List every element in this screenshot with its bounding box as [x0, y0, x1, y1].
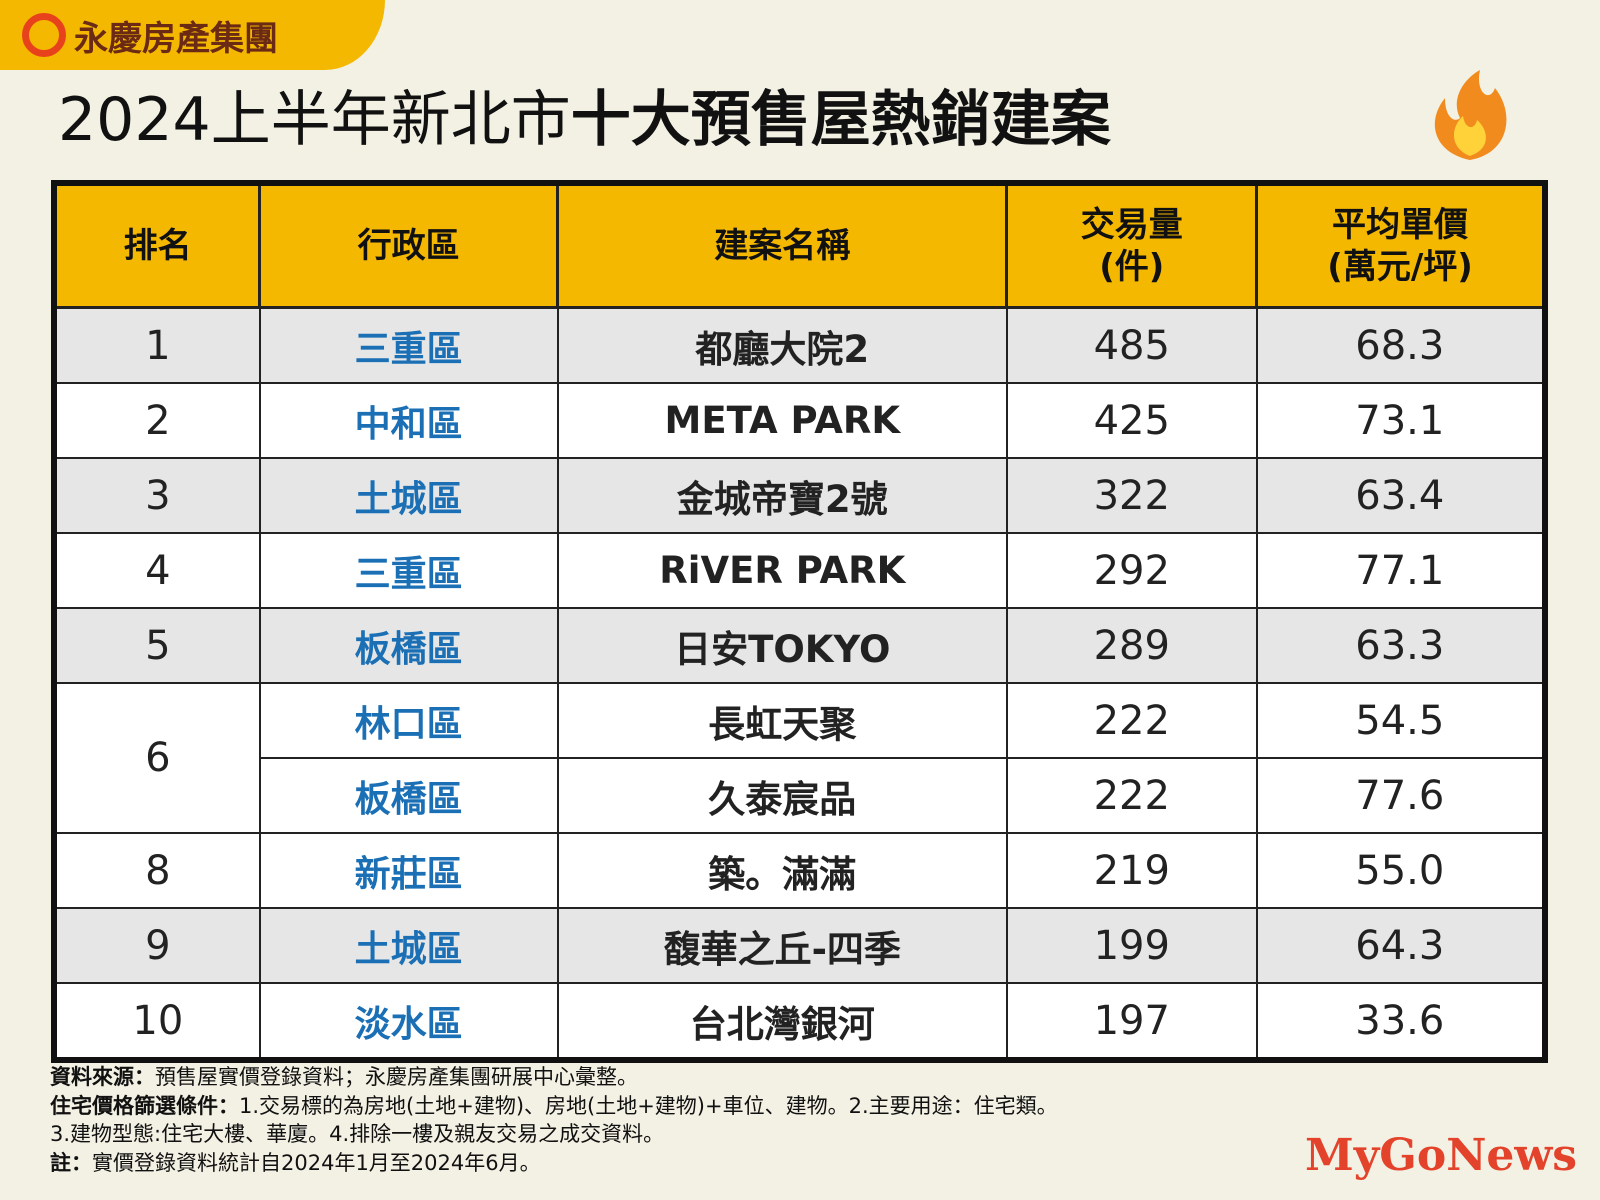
note-label: 資料來源： — [50, 1065, 155, 1089]
price-cell: 64.3 — [1255, 907, 1547, 984]
district-cell: 三重區 — [258, 532, 559, 609]
title: 2024上半年新北市十大預售屋熱銷建案 — [58, 80, 1111, 160]
volume-cell: 485 — [1005, 306, 1258, 384]
price-cell: 77.6 — [1255, 757, 1547, 834]
column-header: 交易量 (件) — [1005, 181, 1259, 309]
rank-cell: 4 — [53, 532, 261, 609]
volume-cell: 197 — [1005, 982, 1258, 1061]
table-row: 3 土城區 金城帝寶2號 322 63.4 — [53, 457, 1547, 534]
rank-cell: 8 — [53, 832, 261, 909]
district-cell: 林口區 — [258, 682, 559, 759]
price-cell: 55.0 — [1255, 832, 1547, 909]
price-cell: 54.5 — [1255, 682, 1547, 759]
volume-cell: 322 — [1005, 457, 1258, 534]
district-cell: 中和區 — [258, 382, 559, 459]
table-row: 5 板橋區 日安TOKYO 289 63.3 — [53, 607, 1547, 684]
header-line: 交易量 — [1080, 205, 1183, 245]
rank-cell: 6 — [53, 682, 261, 834]
note-line: 註：實價登錄資料統計自2024年1月至2024年6月。 — [50, 1149, 1058, 1178]
rank-cell: 9 — [53, 907, 261, 984]
district-cell: 板橋區 — [258, 607, 559, 684]
volume-cell: 222 — [1005, 682, 1258, 759]
table-row: 4 三重區 RiVER PARK 292 77.1 — [53, 532, 1547, 609]
rank-cell: 5 — [53, 607, 261, 684]
note-label: 註： — [50, 1150, 92, 1175]
table-row: 6 林口區 長虹天聚 222 54.5 — [53, 682, 1547, 834]
project-cell: META PARK — [556, 382, 1008, 459]
header-line: (萬元/坪) — [1327, 247, 1473, 287]
district-cell: 土城區 — [258, 907, 559, 984]
district-cell: 土城區 — [258, 457, 559, 534]
note-line: 3.建物型態:住宅大樓、華廈。4.排除一樓及親友交易之成交資料。 — [50, 1120, 1058, 1149]
brand-tab: 永慶房產集團 — [0, 0, 385, 70]
note-text: 實價登錄資料統計自2024年1月至2024年6月。 — [92, 1150, 541, 1175]
volume-cell: 222 — [1005, 757, 1258, 834]
district-cell: 板橋區 — [258, 757, 559, 834]
table-row: 8 新莊區 築。滿滿 219 55.0 — [53, 832, 1547, 909]
district-cell: 淡水區 — [258, 982, 559, 1061]
note-text: 3.建物型態:住宅大樓、華廈。4.排除一樓及親友交易之成交資料。 — [50, 1122, 665, 1146]
notes: 資料來源：預售屋實價登錄資料；永慶房產集團研展中心彙整。 住宅價格篩選條件：1.交… — [50, 1063, 1058, 1177]
price-cell: 73.1 — [1255, 382, 1547, 459]
header-line: 行政區 — [357, 226, 460, 266]
price-cell: 63.4 — [1255, 457, 1547, 534]
project-cell: 都廳大院2 — [556, 306, 1008, 384]
price-cell: 63.3 — [1255, 607, 1547, 684]
header-line: 排名 — [123, 226, 192, 266]
volume-cell: 292 — [1005, 532, 1258, 609]
header-line: 平均單價 — [1332, 205, 1469, 245]
column-header: 排名 — [52, 181, 262, 309]
note-label: 住宅價格篩選條件： — [50, 1093, 239, 1118]
volume-cell: 219 — [1005, 832, 1258, 909]
table-row: 9 土城區 馥華之丘-四季 199 64.3 — [53, 907, 1547, 984]
rank-cell: 1 — [53, 306, 261, 384]
table-row: 2 中和區 META PARK 425 73.1 — [53, 382, 1547, 459]
brand: 永慶房產集團 — [74, 18, 278, 59]
header-line: (件) — [1099, 247, 1165, 287]
table-row: 板橋區 久泰宸品 222 77.6 — [54, 757, 1547, 834]
note-line: 住宅價格篩選條件：1.交易標的為房地(土地+建物)、房地(土地+建物)+車位、建… — [50, 1092, 1058, 1121]
column-header: 平均單價 (萬元/坪) — [1255, 181, 1547, 309]
note-text: 預售屋實價登錄資料；永慶房產集團研展中心彙整。 — [155, 1065, 638, 1089]
note-line: 資料來源：預售屋實價登錄資料；永慶房產集團研展中心彙整。 — [50, 1063, 1058, 1092]
district-cell: 新莊區 — [258, 832, 559, 909]
logo — [22, 13, 66, 57]
project-cell: 久泰宸品 — [556, 757, 1008, 834]
project-cell: 台北灣銀河 — [556, 982, 1008, 1061]
price-cell: 33.6 — [1255, 982, 1547, 1061]
project-cell: 馥華之丘-四季 — [556, 907, 1008, 984]
ranking-table: 排名 行政區 建案名稱 交易量 (件) 平均單價 (萬元/坪) 1 三重區 都廳大院2 485 68.… — [51, 180, 1548, 1063]
project-cell: 日安TOKYO — [556, 607, 1008, 684]
volume-cell: 289 — [1005, 607, 1258, 684]
price-cell: 68.3 — [1255, 306, 1547, 384]
volume-cell: 199 — [1005, 907, 1258, 984]
column-header: 建案名稱 — [556, 181, 1009, 309]
title-bold: 十大預售屋熱銷建案 — [570, 85, 1111, 155]
project-cell: 長虹天聚 — [556, 682, 1008, 759]
project-cell: 金城帝寶2號 — [556, 457, 1008, 534]
note-text: 1.交易標的為房地(土地+建物)、房地(土地+建物)+車位、建物。2.主要用途：… — [239, 1093, 1058, 1118]
project-cell: 築。滿滿 — [556, 832, 1008, 909]
district-cell: 三重區 — [258, 306, 559, 384]
rank-cell: 2 — [53, 382, 261, 459]
watermark: MyGoNews — [1305, 1130, 1578, 1181]
flame-icon — [1434, 70, 1507, 160]
project-cell: RiVER PARK — [556, 532, 1008, 609]
price-cell: 77.1 — [1255, 532, 1547, 609]
rank-cell: 10 — [53, 982, 261, 1061]
title-light: 2024上半年新北市 — [58, 85, 571, 155]
table-row: 1 三重區 都廳大院2 485 68.3 — [53, 306, 1547, 384]
header-line: 建案名稱 — [714, 226, 851, 266]
table-row: 10 淡水區 台北灣銀河 197 33.6 — [53, 982, 1547, 1061]
column-header: 行政區 — [258, 181, 560, 309]
volume-cell: 425 — [1005, 382, 1258, 459]
rank-cell: 3 — [53, 457, 261, 534]
